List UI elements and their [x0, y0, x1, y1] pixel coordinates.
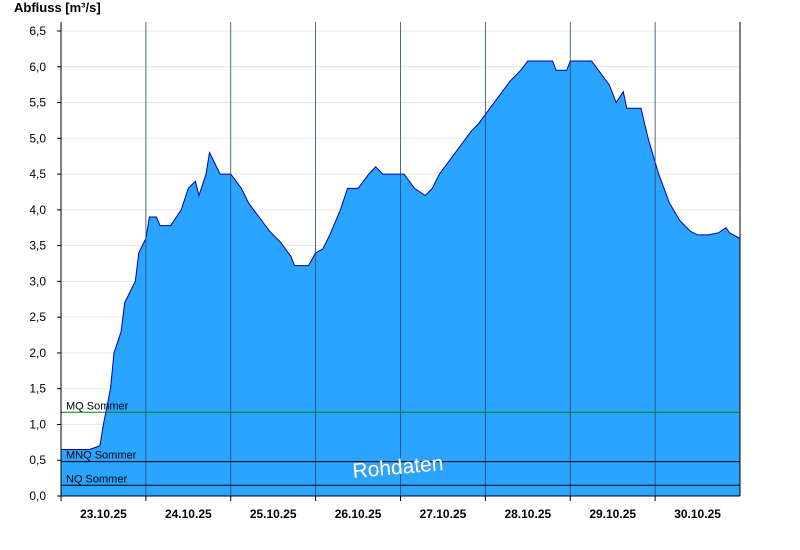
x-tick-label: 30.10.25	[674, 507, 721, 521]
x-tick-label: 24.10.25	[165, 507, 212, 521]
y-tick-label: 4,0	[29, 203, 46, 217]
reference-label: MQ Sommer	[66, 400, 129, 412]
y-tick-label: 4,5	[29, 167, 46, 181]
y-tick-label: 1,5	[29, 382, 46, 396]
x-tick-label: 27.10.25	[420, 507, 467, 521]
y-axis-label: Abfluss [m³/s]	[14, 0, 101, 15]
reference-label: MNQ Sommer	[66, 450, 137, 462]
y-tick-label: 2,0	[29, 346, 46, 360]
y-tick-label: 1,0	[29, 417, 46, 431]
y-tick-label: 6,0	[29, 60, 46, 74]
y-tick-label: 0,0	[29, 489, 46, 503]
x-tick-label: 28.10.25	[504, 507, 551, 521]
y-tick-label: 0,5	[29, 453, 46, 467]
y-tick-label: 5,0	[29, 131, 46, 145]
y-tick-label: 3,0	[29, 274, 46, 288]
y-tick-label: 3,5	[29, 239, 46, 253]
line	[61, 60, 741, 450]
reference-label: NQ Sommer	[66, 473, 127, 485]
y-tick-label: 2,5	[29, 310, 46, 324]
x-tick-label: 29.10.25	[589, 507, 636, 521]
x-tick-label: 23.10.25	[80, 507, 127, 521]
x-tick-label: 25.10.25	[250, 507, 297, 521]
y-tick-label: 5,5	[29, 96, 46, 110]
y-tick-label: 6,5	[29, 24, 46, 38]
x-tick-label: 26.10.25	[335, 507, 382, 521]
